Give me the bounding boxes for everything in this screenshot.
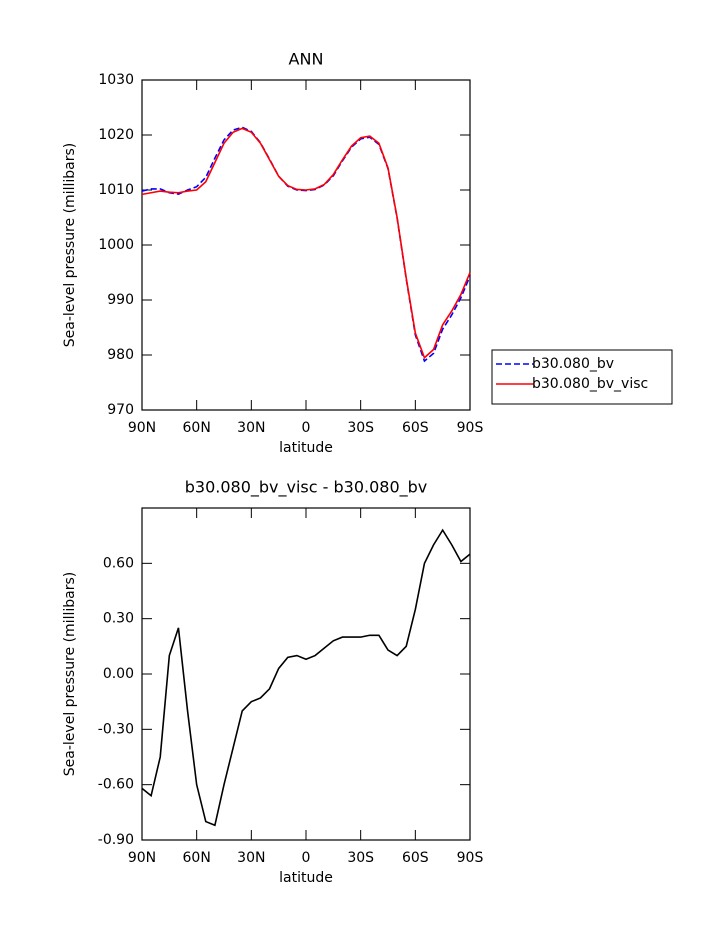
chart-title: b30.080_bv_visc - b30.080_bv [185, 478, 428, 498]
y-tick-label: 990 [107, 292, 134, 308]
chart-title: ANN [289, 50, 324, 69]
data-line [141, 126, 471, 363]
x-tick-label: 90S [457, 420, 484, 436]
x-tick-label: 0 [302, 850, 311, 866]
plot-frame [141, 79, 471, 411]
x-tick-label: 90N [128, 850, 156, 866]
legend-label: b30.080_bv_visc [532, 376, 648, 392]
x-tick-label: 60S [402, 850, 429, 866]
y-tick-label: 1030 [98, 72, 134, 88]
y-tick-label: 0.00 [103, 666, 134, 682]
x-tick-label: 60S [402, 420, 429, 436]
legend-label: b30.080_bv [532, 356, 614, 372]
x-axis-label: latitude [279, 870, 333, 886]
x-tick-label: 30N [237, 420, 265, 436]
plot-frame [141, 507, 471, 841]
x-tick-label: 90N [128, 420, 156, 436]
x-tick-label: 30N [237, 850, 265, 866]
y-tick-label: 980 [107, 347, 134, 363]
x-tick-label: 90S [457, 850, 484, 866]
y-tick-label: -0.60 [98, 777, 134, 793]
x-tick-label: 0 [302, 420, 311, 436]
y-tick-label: 970 [107, 402, 134, 418]
x-tick-label: 60N [183, 420, 211, 436]
y-tick-label: 0.60 [103, 555, 134, 571]
x-tick-label: 30S [347, 420, 374, 436]
x-axis-label: latitude [279, 440, 333, 456]
y-tick-label: 1020 [98, 127, 134, 143]
data-line [141, 127, 471, 360]
legend-box [491, 349, 673, 405]
y-tick-label: -0.90 [98, 832, 134, 848]
x-tick-label: 60N [183, 850, 211, 866]
y-axis-label: Sea-level pressure (millibars) [62, 143, 78, 347]
x-tick-label: 30S [347, 850, 374, 866]
data-line [141, 528, 471, 827]
y-tick-label: 0.30 [103, 611, 134, 627]
y-tick-label: 1000 [98, 237, 134, 253]
y-tick-label: 1010 [98, 182, 134, 198]
y-axis-label: Sea-level pressure (millibars) [62, 572, 78, 776]
y-tick-label: -0.30 [98, 721, 134, 737]
